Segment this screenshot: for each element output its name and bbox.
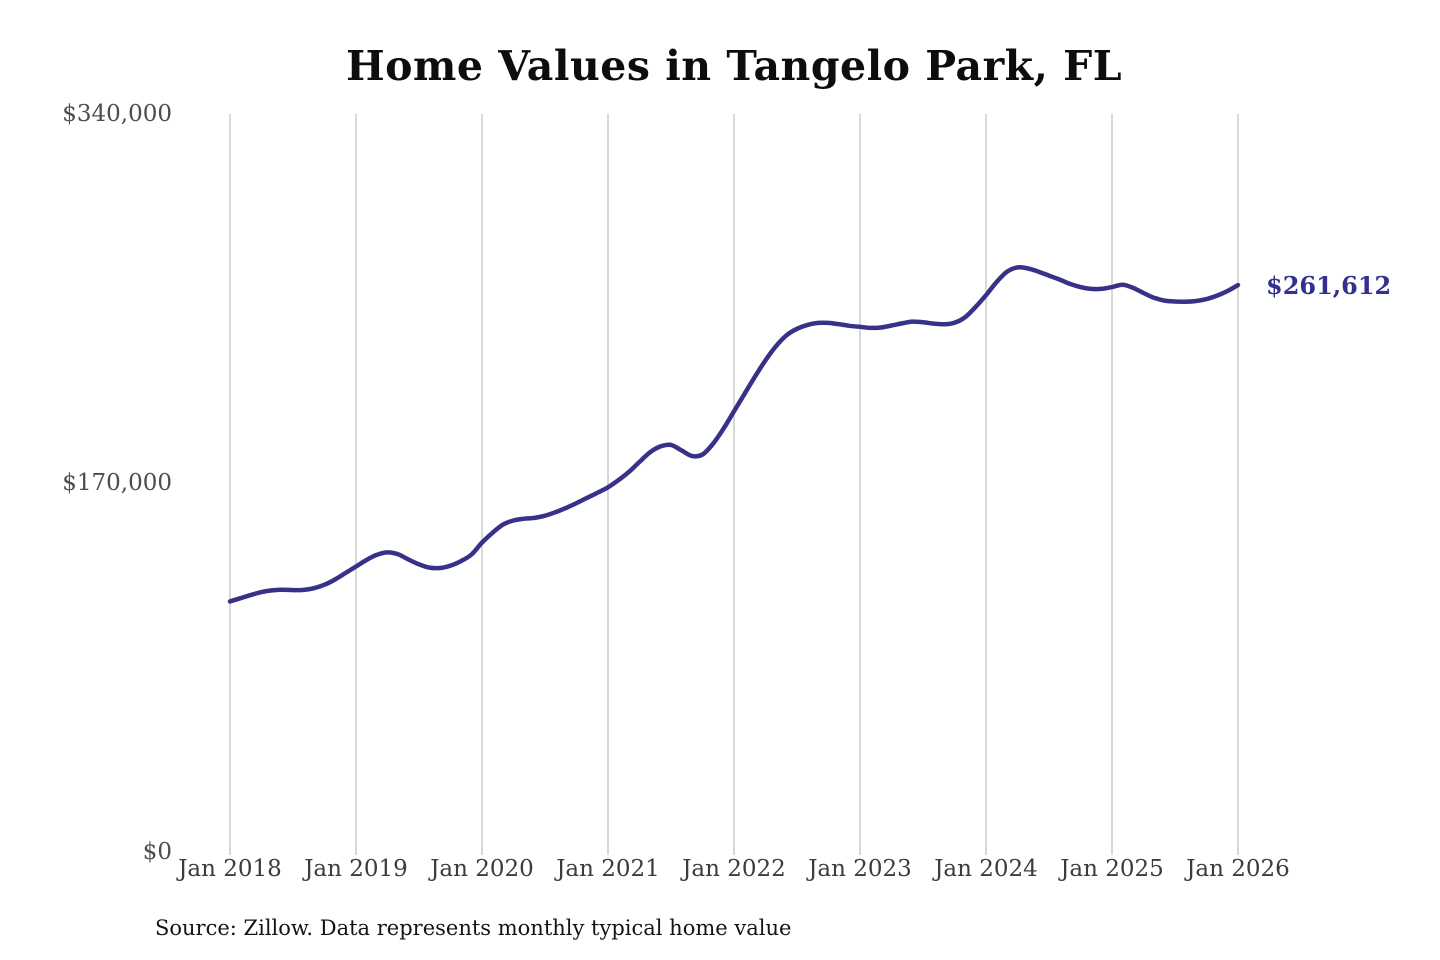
y-tick-label-340000: $340,000 — [62, 101, 172, 127]
x-tick-label-jan-2025: Jan 2025 — [1060, 856, 1164, 882]
source-note: Source: Zillow. Data represents monthly … — [155, 916, 792, 940]
y-tick-label-170000: $170,000 — [62, 470, 172, 496]
y-tick-label-0: $0 — [142, 839, 172, 865]
x-tick-label-jan-2021: Jan 2021 — [556, 856, 660, 882]
chart-title: Home Values in Tangelo Park, FL — [345, 42, 1123, 90]
x-tick-label-jan-2023: Jan 2023 — [808, 856, 912, 882]
x-tick-label-jan-2024: Jan 2024 — [934, 856, 1038, 882]
x-tick-label-jan-2020: Jan 2020 — [430, 856, 534, 882]
x-tick-label-jan-2019: Jan 2019 — [304, 856, 408, 882]
x-tick-label-jan-2026: Jan 2026 — [1186, 856, 1290, 882]
home-value-series-line — [227, 264, 1241, 604]
x-tick-label-jan-2018: Jan 2018 — [178, 856, 282, 882]
x-tick-label-jan-2022: Jan 2022 — [682, 856, 786, 882]
current-value-label: $261,612 — [1266, 271, 1392, 301]
